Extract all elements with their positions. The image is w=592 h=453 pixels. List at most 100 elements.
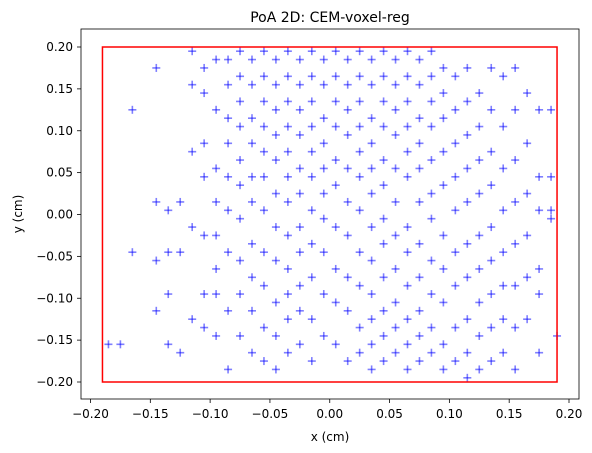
scatter-point — [224, 172, 233, 181]
scatter-point — [511, 63, 520, 72]
scatter-point — [403, 147, 412, 156]
x-tick-label: 0.05 — [376, 407, 403, 421]
scatter-point — [439, 264, 448, 273]
scatter-point — [343, 357, 352, 366]
scatter-point — [247, 348, 256, 357]
scatter-point — [295, 105, 304, 114]
scatter-point — [391, 164, 400, 173]
scatter-point — [343, 55, 352, 64]
scatter-point — [236, 47, 245, 56]
scatter-points — [104, 47, 562, 382]
scatter-point — [403, 97, 412, 106]
scatter-point — [259, 323, 268, 332]
scatter-point — [331, 122, 340, 131]
scatter-point — [247, 197, 256, 206]
scatter-point — [331, 264, 340, 273]
scatter-point — [224, 248, 233, 257]
scatter-point — [403, 47, 412, 56]
y-tick-label: −0.15 — [36, 333, 73, 347]
scatter-point — [283, 231, 292, 240]
scatter-point — [283, 72, 292, 81]
scatter-point — [487, 105, 496, 114]
scatter-point — [439, 231, 448, 240]
scatter-point — [451, 323, 460, 332]
scatter-point — [463, 273, 472, 282]
scatter-point — [403, 223, 412, 232]
scatter-point — [319, 331, 328, 340]
scatter-point — [379, 239, 388, 248]
scatter-point — [271, 256, 280, 265]
scatter-point — [379, 331, 388, 340]
scatter-point — [295, 223, 304, 232]
scatter-point — [463, 164, 472, 173]
scatter-point — [307, 172, 316, 181]
scatter-point — [499, 206, 508, 215]
scatter-point — [295, 281, 304, 290]
scatter-point — [487, 223, 496, 232]
scatter-point — [475, 231, 484, 240]
scatter-point — [283, 47, 292, 56]
scatter-point — [535, 172, 544, 181]
scatter-point — [475, 89, 484, 98]
scatter-point — [427, 256, 436, 265]
scatter-point — [283, 97, 292, 106]
scatter-point — [463, 197, 472, 206]
scatter-point — [259, 97, 268, 106]
scatter-point — [343, 130, 352, 139]
y-tick-label: 0.00 — [46, 208, 73, 222]
scatter-point — [355, 147, 364, 156]
scatter-point — [511, 156, 520, 165]
scatter-point — [307, 72, 316, 81]
scatter-point — [415, 197, 424, 206]
scatter-point — [391, 55, 400, 64]
scatter-point — [307, 97, 316, 106]
scatter-point — [367, 55, 376, 64]
scatter-point — [212, 231, 221, 240]
scatter-point — [212, 197, 221, 206]
scatter-point — [427, 122, 436, 131]
x-tick-label: −0.20 — [72, 407, 109, 421]
scatter-point — [307, 206, 316, 215]
scatter-point — [451, 357, 460, 366]
scatter-point — [307, 147, 316, 156]
scatter-point — [523, 89, 532, 98]
scatter-point — [319, 248, 328, 257]
scatter-point — [499, 281, 508, 290]
scatter-point — [236, 122, 245, 131]
scatter-point — [439, 89, 448, 98]
scatter-point — [224, 80, 233, 89]
scatter-point — [331, 97, 340, 106]
scatter-point — [547, 172, 556, 181]
x-tick-label: −0.10 — [192, 407, 229, 421]
scatter-point — [403, 72, 412, 81]
scatter-point — [403, 122, 412, 131]
scatter-point — [511, 281, 520, 290]
scatter-point — [212, 331, 221, 340]
scatter-point — [439, 298, 448, 307]
scatter-point — [104, 340, 113, 349]
scatter-point — [307, 239, 316, 248]
scatter-point — [367, 223, 376, 232]
scatter-point — [355, 72, 364, 81]
scatter-point — [415, 273, 424, 282]
scatter-point — [403, 340, 412, 349]
scatter-point — [224, 139, 233, 148]
scatter-point — [463, 239, 472, 248]
scatter-point — [152, 306, 161, 315]
x-axis: −0.20 −0.15 −0.10 −0.05 0.00 0.05 0.10 0.15 0.20 — [72, 399, 582, 421]
scatter-point — [535, 105, 544, 114]
scatter-point — [247, 306, 256, 315]
scatter-point — [224, 306, 233, 315]
scatter-point — [367, 139, 376, 148]
scatter-point — [259, 172, 268, 181]
scatter-point — [271, 223, 280, 232]
scatter-point — [379, 181, 388, 190]
scatter-point — [499, 248, 508, 257]
scatter-point — [188, 80, 197, 89]
scatter-point — [176, 197, 185, 206]
x-axis-label: x (cm) — [311, 430, 350, 444]
scatter-point — [236, 156, 245, 165]
scatter-point — [511, 365, 520, 374]
scatter-point — [487, 147, 496, 156]
